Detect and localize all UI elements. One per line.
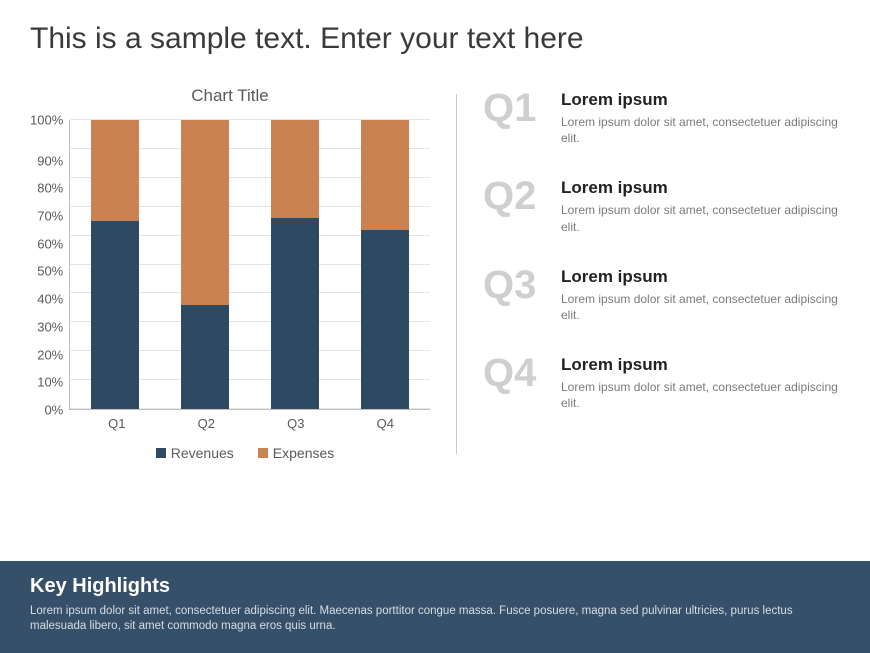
chart-plot [69,120,430,410]
y-tick-label: 60% [37,237,63,250]
quarter-heading: Lorem ipsum [561,355,840,375]
bar-segment-revenues [181,305,229,409]
bar-segment-revenues [271,218,319,409]
chart-body: 100%90%80%70%60%50%40%30%20%10%0% [30,120,430,410]
quarter-heading: Lorem ipsum [561,90,840,110]
quarter-item-q4: Q4 Lorem ipsum Lorem ipsum dolor sit ame… [483,355,840,411]
bar-segment-expenses [181,120,229,305]
legend-swatch-expenses [258,448,268,458]
page-title: This is a sample text. Enter your text h… [0,0,870,66]
y-tick-label: 70% [37,210,63,223]
y-tick-label: 10% [37,376,63,389]
footer-band: Key Highlights Lorem ipsum dolor sit ame… [0,561,870,653]
quarter-item-q3: Q3 Lorem ipsum Lorem ipsum dolor sit ame… [483,267,840,323]
legend-item-expenses: Expenses [258,445,334,461]
chart-x-axis: Q1 Q2 Q3 Q4 [72,410,430,431]
quarter-list: Q1 Lorem ipsum Lorem ipsum dolor sit ame… [483,86,840,461]
bar-segment-expenses [91,120,139,221]
y-tick-label: 40% [37,293,63,306]
chart-title: Chart Title [30,86,430,106]
bar-segment-revenues [361,230,409,409]
legend-item-revenues: Revenues [156,445,234,461]
y-tick-label: 90% [37,154,63,167]
bar-q2 [181,120,229,409]
chart-panel: Chart Title 100% 90% 80% 70% 60% 50% 40% 30% 20%… [30,86,430,461]
bar-q4 [361,120,409,409]
bar-segment-expenses [361,120,409,230]
quarter-item-q2: Q2 Lorem ipsum Lorem ipsum dolor sit ame… [483,178,840,234]
bar-q1 [91,120,139,409]
legend-label-revenues: Revenues [171,445,234,461]
quarter-body: Lorem ipsum dolor sit amet, consectetuer… [561,114,840,146]
quarter-body: Lorem ipsum dolor sit amet, consectetuer… [561,202,840,234]
quarter-tag: Q4 [483,355,547,411]
quarter-heading: Lorem ipsum [561,178,840,198]
legend-label-expenses: Expenses [273,445,334,461]
y-tick-label: 0% [44,403,63,416]
footer-body: Lorem ipsum dolor sit amet, consectetuer… [30,604,840,635]
bar-q3 [271,120,319,409]
chart-legend: Revenues Expenses [60,445,430,461]
y-tick-label: 50% [37,265,63,278]
x-tick-label: Q4 [361,416,409,431]
bar-segment-revenues [91,221,139,409]
y-tick-label: 30% [37,320,63,333]
chart-y-axis: 100%90%80%70%60%50%40%30%20%10%0% [30,120,69,410]
x-tick-label: Q3 [272,416,320,431]
content-row: Chart Title 100% 90% 80% 70% 60% 50% 40% 30% 20%… [0,66,870,461]
x-tick-label: Q1 [93,416,141,431]
y-tick-label: 20% [37,348,63,361]
quarter-tag: Q1 [483,90,547,146]
y-tick-label: 80% [37,182,63,195]
x-tick-label: Q2 [182,416,230,431]
legend-swatch-revenues [156,448,166,458]
quarter-item-q1: Q1 Lorem ipsum Lorem ipsum dolor sit ame… [483,90,840,146]
footer-title: Key Highlights [30,575,840,598]
bar-segment-expenses [271,120,319,218]
y-tick-label: 100% [30,114,63,127]
quarter-body: Lorem ipsum dolor sit amet, consectetuer… [561,291,840,323]
chart-bars [70,120,430,409]
quarter-heading: Lorem ipsum [561,267,840,287]
vertical-divider [456,94,457,454]
quarter-tag: Q3 [483,267,547,323]
quarter-body: Lorem ipsum dolor sit amet, consectetuer… [561,379,840,411]
quarter-tag: Q2 [483,178,547,234]
